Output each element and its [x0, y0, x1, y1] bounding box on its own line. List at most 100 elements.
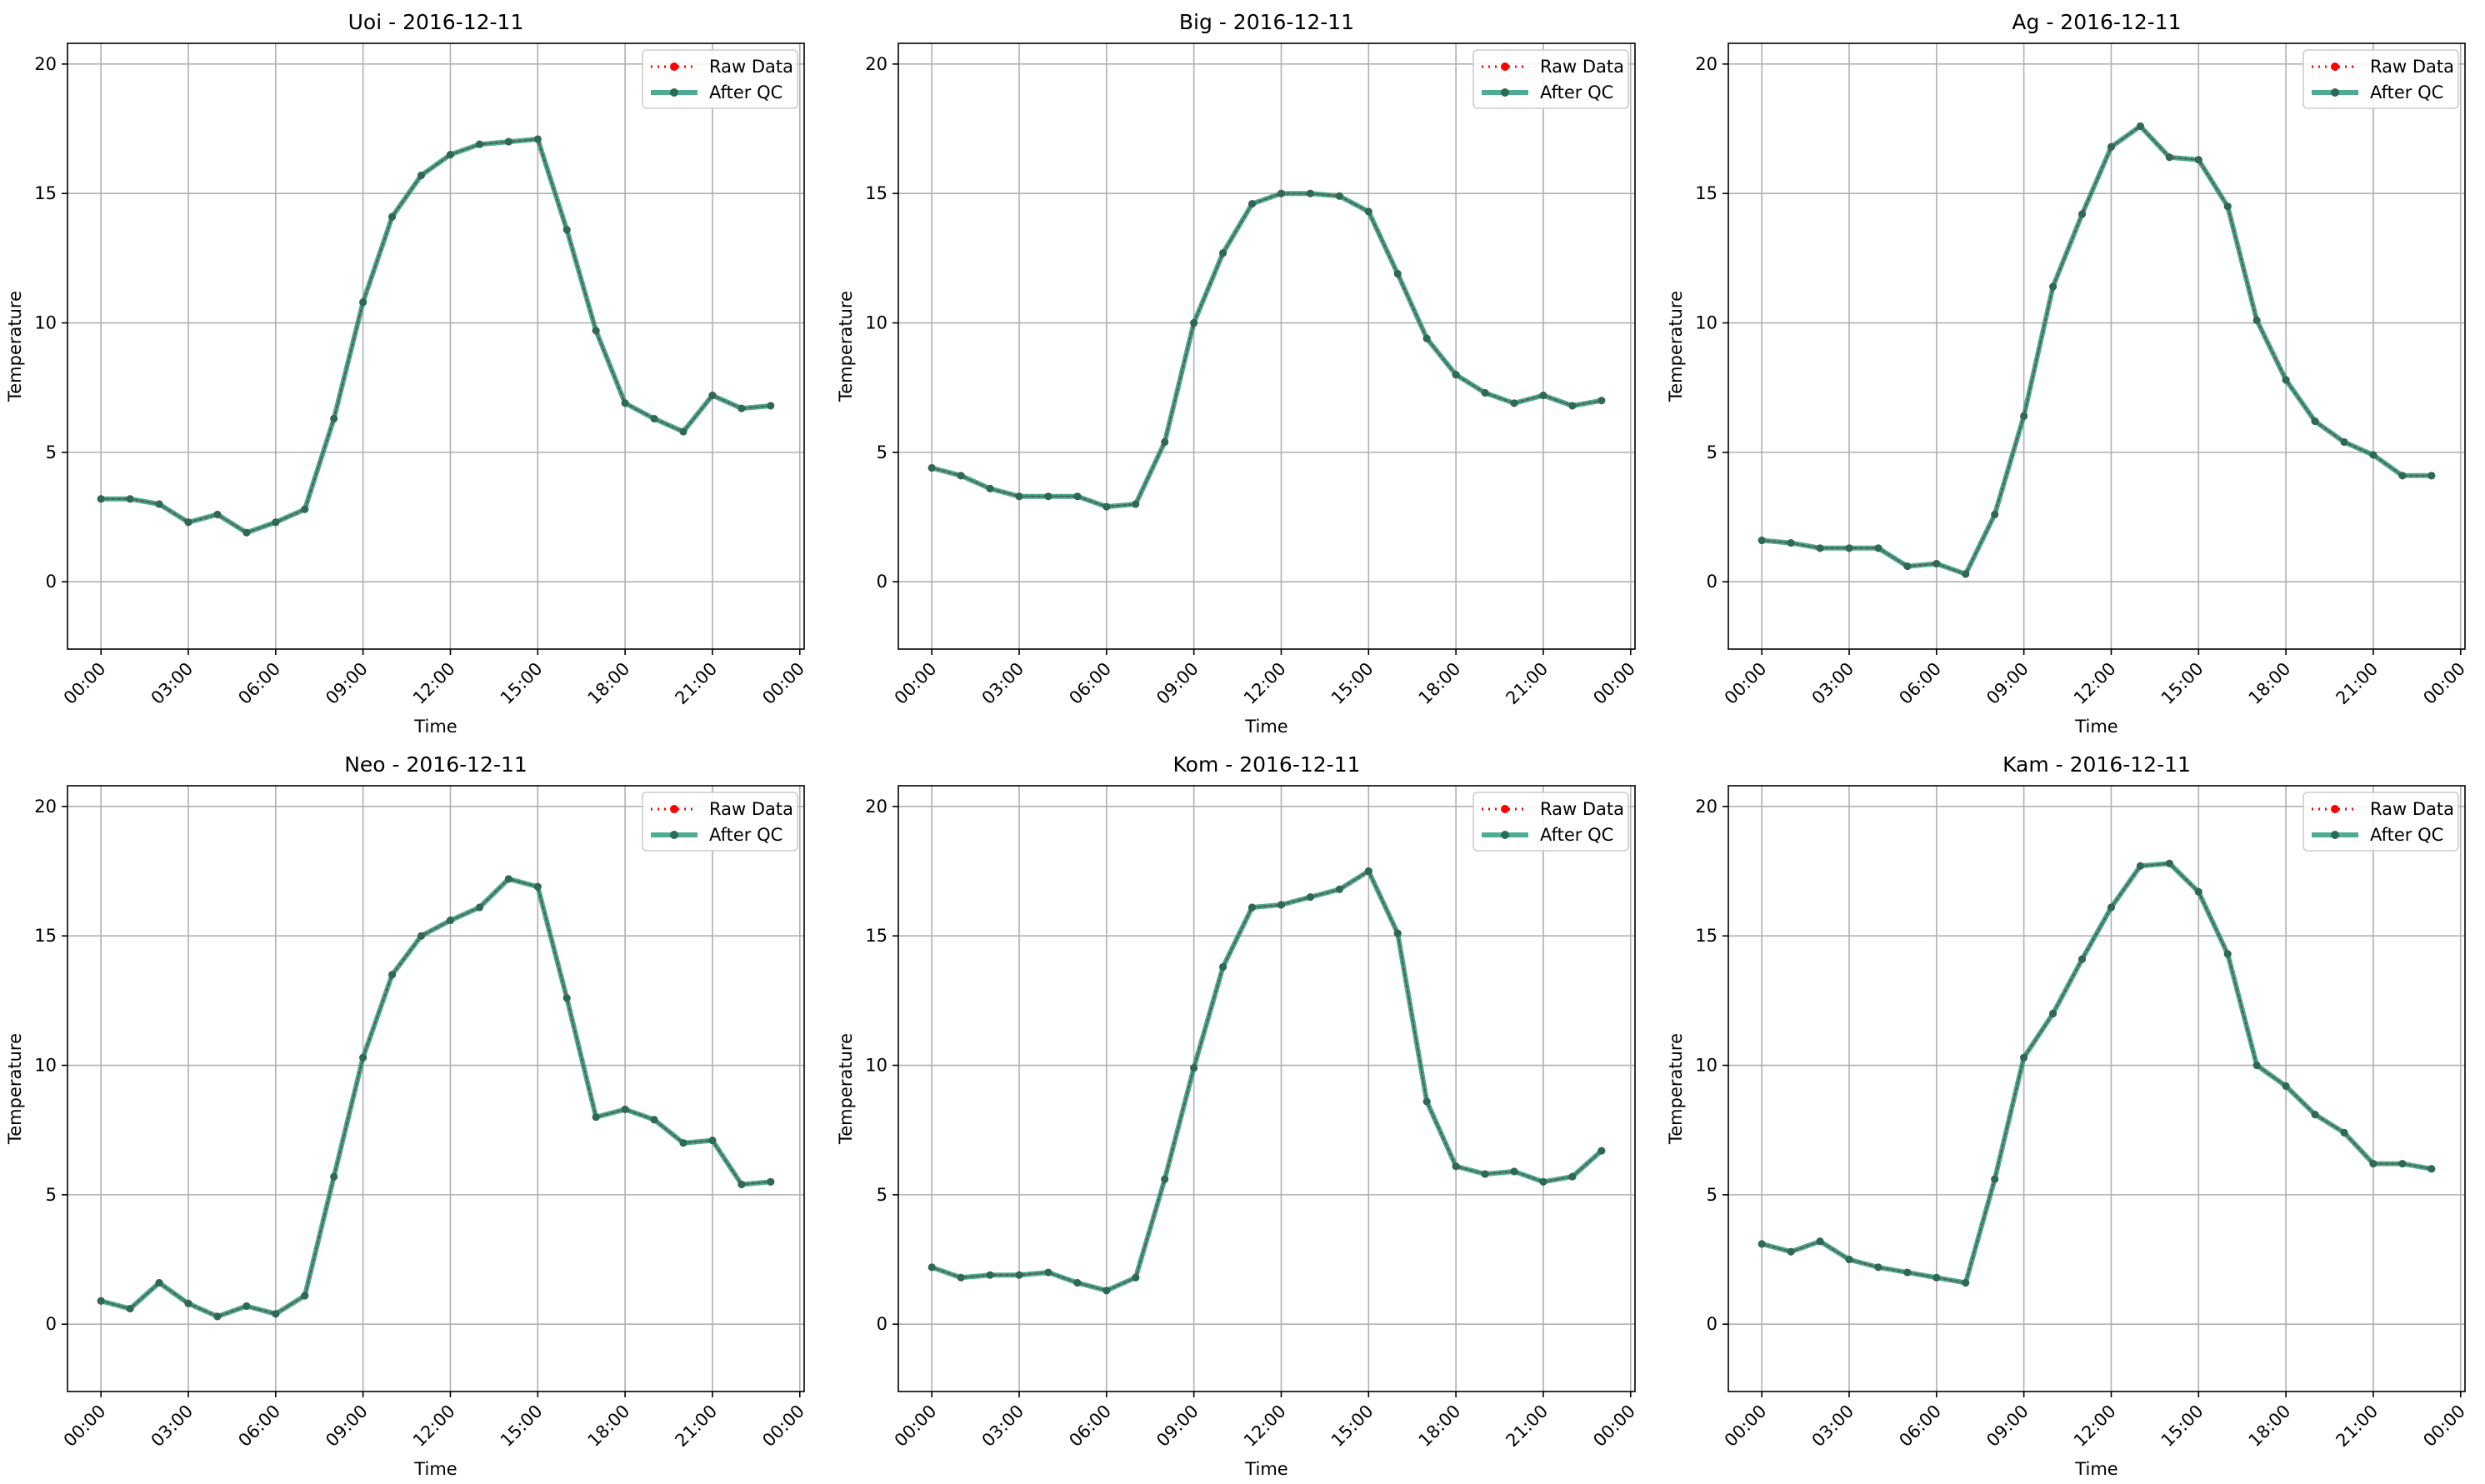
x-tick-label: 09:00: [322, 1401, 372, 1451]
axes-frame: [898, 42, 1636, 650]
x-tick-label: 09:00: [1982, 1401, 2032, 1451]
point-after-qc: [2136, 862, 2144, 870]
subplot-3: 00:00 03:00 06:00 09:00 12:00 15:00 18:00 21:00…: [1666, 10, 2469, 737]
y-tick-label: 15: [1695, 926, 1718, 946]
x-tick-label: 21:00: [1502, 658, 1552, 708]
point-after-qc: [388, 212, 397, 221]
axes-frame: [67, 785, 805, 1392]
point-after-qc: [1816, 1237, 1824, 1246]
point-after-qc: [1248, 200, 1257, 208]
axes-frame: [67, 42, 805, 650]
point-after-qc: [2311, 1111, 2319, 1119]
y-tick-label: 10: [1695, 313, 1718, 333]
x-tick-label: 00:00: [1589, 1401, 1639, 1451]
y-tick-label: 15: [1695, 183, 1718, 203]
series-line-after-qc-core: [100, 877, 771, 1317]
point-after-qc: [1393, 929, 1402, 937]
x-tick-label: 15:00: [1328, 658, 1378, 708]
point-after-qc: [1335, 885, 1343, 893]
y-tick-label: 5: [1707, 442, 1718, 462]
axes-frame: [1728, 785, 2466, 1392]
subplot-title: Kam - 2016-12-11: [2002, 752, 2191, 777]
x-tick-label: 00:00: [891, 658, 941, 708]
point-after-qc: [957, 1273, 965, 1282]
point-after-qc: [1787, 1247, 1795, 1256]
x-tick-label: 12:00: [409, 658, 459, 708]
x-tick-label: 18:00: [2245, 658, 2295, 708]
point-after-qc: [1190, 1064, 1198, 1072]
series-line-after-qc: [1759, 861, 2434, 1286]
x-tick-label: 21:00: [2332, 658, 2382, 708]
point-after-qc: [97, 495, 105, 503]
point-after-qc: [621, 399, 629, 407]
point-after-qc: [2223, 950, 2232, 958]
axes-frame: [1728, 42, 2466, 650]
point-after-qc: [2369, 451, 2378, 459]
legend-marker-raw-data: [2331, 805, 2339, 813]
x-axis-label: Time: [413, 717, 457, 737]
point-after-qc: [592, 327, 600, 335]
y-tick-label: 15: [865, 183, 888, 203]
grid: [68, 43, 804, 649]
point-after-qc: [2223, 202, 2232, 211]
point-after-qc: [533, 135, 542, 143]
point-after-qc: [1816, 544, 1824, 552]
point-after-qc: [2165, 859, 2173, 867]
x-tick-label: 00:00: [1589, 658, 1639, 708]
point-after-qc: [1539, 1177, 1548, 1186]
point-after-qc: [1758, 537, 1766, 545]
y-tick-label: 10: [865, 1056, 888, 1076]
x-tick-label: 15:00: [1328, 1401, 1378, 1451]
y-tick-label: 0: [1707, 1314, 1718, 1334]
legend-label-after-qc: After QC: [2370, 825, 2443, 845]
point-after-qc: [359, 298, 368, 307]
x-tick-label: 03:00: [148, 658, 198, 708]
point-after-qc: [1510, 1167, 1518, 1176]
x-tick-label: 09:00: [1982, 658, 2032, 708]
y-axis-label: Temperature: [836, 291, 856, 402]
point-after-qc: [1510, 399, 1518, 407]
x-tick-label: 00:00: [1721, 658, 1771, 708]
point-after-qc: [738, 404, 746, 412]
point-after-qc: [2398, 1160, 2407, 1168]
series-line-after-qc-core: [101, 137, 771, 534]
x-tick-label: 15:00: [2158, 1401, 2208, 1451]
point-after-qc: [242, 1302, 251, 1310]
point-after-qc: [2428, 1165, 2436, 1173]
point-after-qc: [928, 1263, 936, 1272]
point-after-qc: [562, 994, 571, 1002]
x-tick-label: 00:00: [891, 1401, 941, 1451]
point-after-qc: [650, 1116, 658, 1124]
point-after-qc: [1073, 492, 1082, 501]
point-after-qc: [2078, 955, 2087, 963]
point-after-qc: [1219, 249, 1228, 257]
point-after-qc: [1932, 1273, 1941, 1282]
point-after-qc: [1991, 1175, 1999, 1183]
y-tick-label: 5: [877, 442, 888, 462]
point-after-qc: [418, 171, 426, 179]
legend-marker-after-qc: [1501, 831, 1509, 839]
x-tick-label: 00:00: [758, 1401, 808, 1451]
x-axis-label: Time: [413, 1459, 457, 1479]
legend-label-raw-data: Raw Data: [1540, 57, 1624, 77]
y-tick-label: 10: [34, 1056, 57, 1076]
point-after-qc: [301, 1292, 309, 1300]
legend-label-after-qc: After QC: [709, 82, 782, 102]
point-after-qc: [1190, 319, 1198, 327]
point-after-qc: [2020, 1053, 2028, 1062]
point-after-qc: [2340, 1128, 2348, 1137]
y-tick-label: 20: [1695, 797, 1718, 817]
point-after-qc: [2020, 412, 2028, 420]
point-after-qc: [1015, 492, 1023, 501]
point-after-qc: [2340, 437, 2348, 446]
point-after-qc: [2194, 887, 2202, 896]
x-tick-label: 09:00: [1152, 1401, 1202, 1451]
series-line-raw-data: [100, 877, 771, 1318]
point-after-qc: [1787, 539, 1795, 547]
legend-label-after-qc: After QC: [1540, 82, 1613, 102]
x-tick-label: 12:00: [2070, 1401, 2120, 1451]
point-after-qc: [126, 1305, 134, 1313]
point-after-qc: [986, 1271, 994, 1279]
point-after-qc: [1874, 1263, 1882, 1272]
y-axis-label: Temperature: [5, 1033, 25, 1145]
